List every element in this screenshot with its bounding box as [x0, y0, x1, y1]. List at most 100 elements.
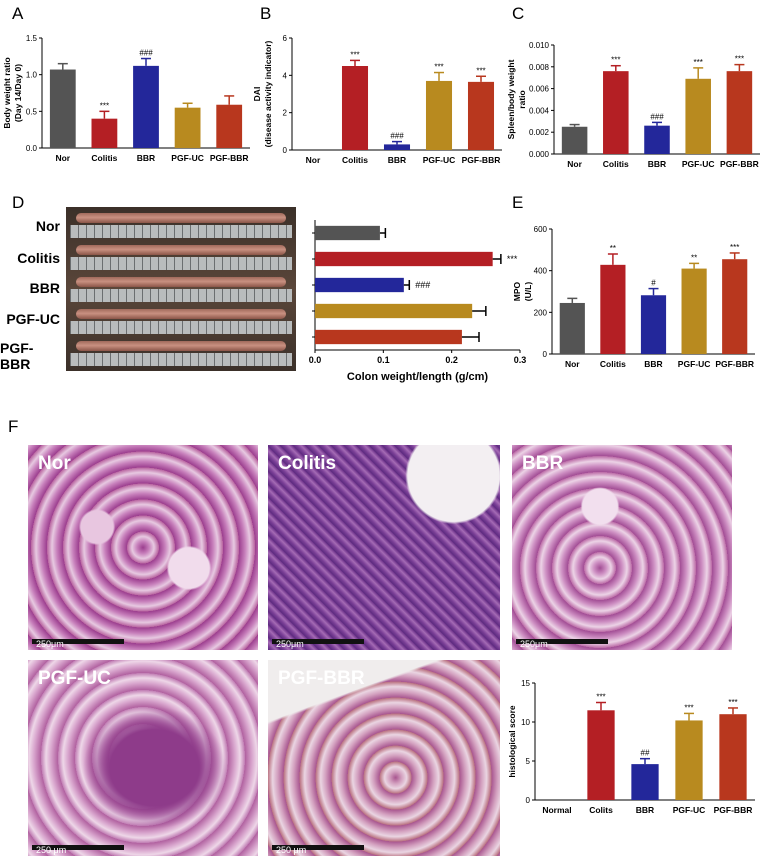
significance-label: ***: [350, 50, 359, 59]
category-label: PGF-BBR: [462, 155, 501, 165]
significance-label: ***: [694, 58, 703, 67]
bar-colitis: [600, 264, 626, 354]
significance-label: ***: [507, 254, 518, 264]
bar-pgf-bbr: [315, 329, 462, 345]
histology-label: PGF-BBR: [278, 668, 365, 689]
y-tick-label: 0: [543, 350, 548, 359]
category-label: PGF-UC: [423, 155, 456, 165]
bar-colitis: [341, 66, 369, 150]
category-label: Nor: [306, 155, 321, 165]
x-tick-label: 0.0: [309, 355, 322, 365]
category-label: PGF-BBR: [210, 153, 249, 163]
significance-label: ###: [415, 280, 430, 290]
category-label: PGF-BBR: [714, 805, 753, 815]
category-label: Normal: [542, 805, 571, 815]
bar-pgf-uc: [685, 78, 711, 154]
colon-photo: [66, 207, 296, 371]
bar-colitis: [603, 71, 629, 154]
x-tick-label: 0.3: [514, 355, 527, 365]
bar-bbr: [631, 764, 659, 800]
y-tick-label: 0.006: [529, 85, 550, 94]
panel-label-e: E: [512, 193, 524, 212]
category-label: Colitis: [603, 159, 629, 169]
bar-nor: [49, 69, 76, 148]
significance-label: ***: [100, 101, 109, 110]
y-tick-label: 1.5: [26, 34, 38, 43]
significance-label: ***: [735, 55, 744, 64]
chart-d-colon: 0.0 0.1 0.2 0.3 *** ### Colon weight/length (g…: [309, 220, 527, 383]
significance-label: **: [691, 253, 697, 262]
bar-nor: [315, 225, 380, 241]
scale-text: 250μm: [276, 639, 304, 649]
category-label: PGF-BBR: [715, 359, 754, 369]
y-axis-label: (U/L): [523, 282, 533, 302]
y-tick-label: 0.004: [529, 106, 550, 115]
bar-pgf-uc: [174, 107, 201, 148]
scale-bar: [32, 845, 124, 850]
y-tick-label: 0.5: [26, 107, 38, 116]
y-tick-label: 200: [534, 308, 548, 317]
y-axis-label: histological score: [507, 705, 517, 778]
panel-label-b: B: [260, 4, 272, 23]
panel-label-a: A: [12, 4, 24, 23]
category-label: Nor: [567, 159, 582, 169]
bar-pgf-bbr: [216, 104, 243, 148]
bar-bbr: [644, 125, 670, 154]
y-tick-label: 0.0: [26, 144, 38, 153]
y-tick-label: 0.010: [529, 41, 550, 50]
y-tick-label: 400: [534, 267, 548, 276]
histology-pgf-bbr: PGF-BBR 250 μm: [268, 660, 500, 856]
bar-pgf-bbr: [719, 714, 747, 800]
y-tick-label: 6: [283, 34, 288, 43]
y-axis-label: (Day 14/Day 0): [13, 64, 23, 122]
bar-bbr: [383, 144, 411, 150]
significance-label: ###: [390, 132, 404, 141]
bar-bbr: [640, 295, 667, 354]
category-label: Nor: [565, 359, 580, 369]
significance-label: ***: [611, 56, 620, 65]
significance-label: ***: [476, 66, 485, 75]
significance-label: #: [651, 279, 656, 288]
histology-label: PGF-UC: [38, 668, 111, 689]
scale-text: 250μm: [520, 639, 548, 649]
y-axis-label: MPO: [512, 281, 522, 301]
bar-bbr: [315, 277, 404, 293]
significance-label: ###: [650, 112, 664, 121]
scale-text: 250 μm: [276, 845, 307, 855]
x-tick-label: 0.1: [377, 355, 390, 365]
bar-nor: [561, 126, 588, 154]
significance-label: ###: [139, 49, 153, 58]
scale-text: 250 μm: [36, 845, 67, 855]
category-label: BBR: [644, 359, 662, 369]
histology-label: BBR: [522, 453, 564, 474]
y-tick-label: 2: [283, 109, 288, 118]
photo-label-colitis: Colitis: [17, 250, 60, 266]
bar-colitis: [91, 118, 118, 148]
significance-label: ***: [596, 693, 605, 702]
scale-bar: [516, 639, 608, 644]
y-tick-label: 0: [526, 796, 531, 805]
y-axis-label: ratio: [517, 90, 527, 108]
histology-nor: Nor 250μm: [28, 445, 258, 650]
scale-bar: [32, 639, 124, 644]
bar-pgf-bbr: [467, 81, 495, 150]
category-label: BBR: [648, 159, 666, 169]
category-label: PGF-UC: [673, 805, 706, 815]
photo-label-pgf-bbr: PGF-BBR: [0, 340, 34, 372]
significance-label: ##: [641, 749, 650, 758]
y-tick-label: 600: [534, 225, 548, 234]
chart-b-dai: 0 2 4 6 Nor *** Colitis ### BBR *** PGF-UC *** PGF-B…: [252, 34, 502, 165]
category-label: BBR: [388, 155, 406, 165]
y-tick-label: 5: [526, 757, 531, 766]
bar-pgf-uc: [675, 720, 703, 800]
category-label: PGF-UC: [678, 359, 711, 369]
histology-pgf-uc: PGF-UC 250 μm: [28, 660, 258, 856]
scale-bar: [272, 639, 364, 644]
bar-nor: [559, 302, 585, 354]
category-label: PGF-UC: [682, 159, 715, 169]
y-axis-label: Body weight ratio: [2, 57, 12, 128]
y-tick-label: 0: [283, 146, 288, 155]
significance-label: ***: [730, 243, 739, 252]
histology-bbr: BBR 250μm: [512, 445, 732, 650]
significance-label: ***: [684, 703, 693, 712]
